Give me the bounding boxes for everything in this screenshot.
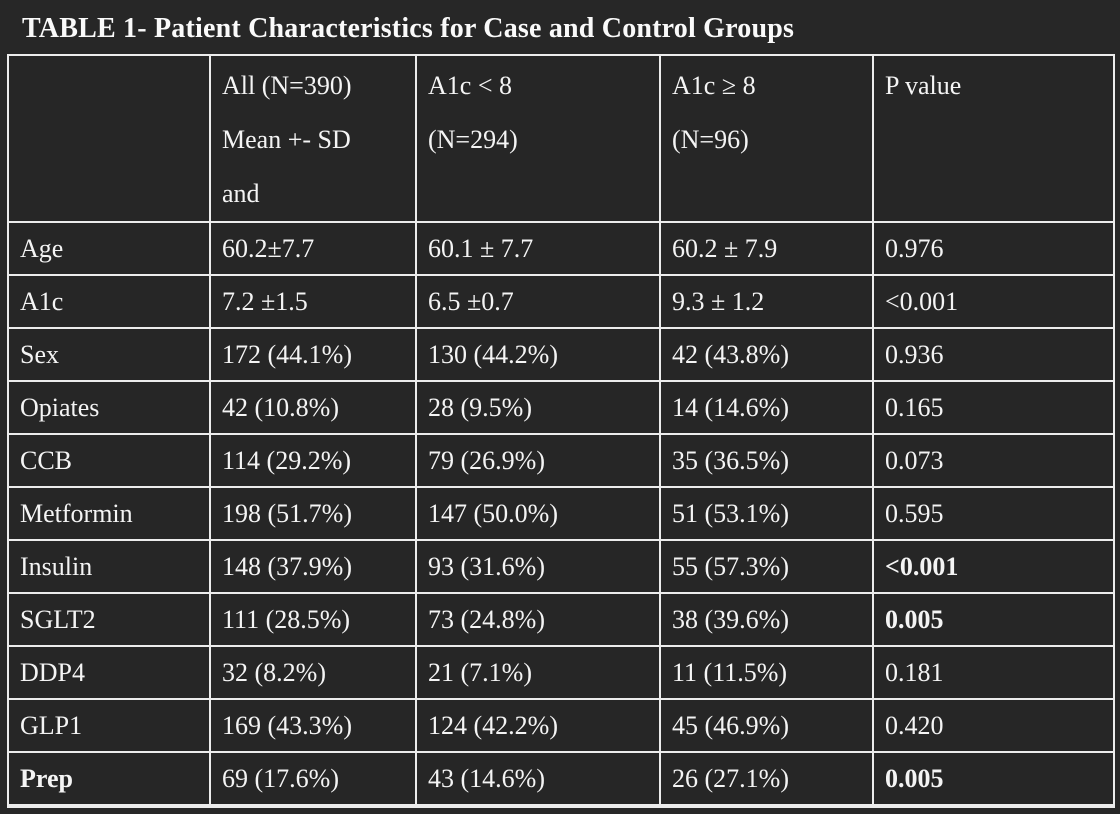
data-cell: 11 (11.5%) [659,645,874,700]
data-cell: 32 (8.2%) [209,645,417,700]
column-header-1: All (N=390) Mean +- SD and [209,54,417,223]
row-label: Insulin [7,539,211,594]
data-cell: 169 (43.3%) [209,698,417,753]
data-cell: 45 (46.9%) [659,698,874,753]
table-row: Sex 172 (44.1%) 130 (44.2%) 42 (43.8%) 0.936 [7,327,1115,382]
data-cell: 7.2 ±1.5 [209,274,417,329]
row-label: Sex [7,327,211,382]
data-cell: 0.165 [872,380,1115,435]
data-cell: 0.976 [872,221,1115,276]
column-header-4: P value [872,54,1115,223]
data-cell: 111 (28.5%) [209,592,417,647]
table-row: Prep 69 (17.6%) 43 (14.6%) 26 (27.1%) 0.005 [7,751,1115,807]
data-cell: <0.001 [872,274,1115,329]
column-header-0 [7,54,211,223]
row-label: CCB [7,433,211,488]
data-cell: 198 (51.7%) [209,486,417,541]
data-cell: 0.005 [872,751,1115,807]
header-line: Mean +- SD [222,125,351,154]
data-cell: 0.181 [872,645,1115,700]
data-cell: 51 (53.1%) [659,486,874,541]
row-label: Metformin [7,486,211,541]
data-cell: 73 (24.8%) [415,592,661,647]
row-label: A1c [7,274,211,329]
row-label: Age [7,221,211,276]
table-row: Insulin 148 (37.9%) 93 (31.6%) 55 (57.3%) <0… [7,539,1115,594]
data-cell: 43 (14.6%) [415,751,661,807]
column-header-3: A1c ≥ 8 (N=96) [659,54,874,223]
column-header-2: A1c < 8 (N=294) [415,54,661,223]
data-cell: 114 (29.2%) [209,433,417,488]
data-cell: 79 (26.9%) [415,433,661,488]
data-cell: 6.5 ±0.7 [415,274,661,329]
row-label: DDP4 [7,645,211,700]
header-line: All (N=390) [222,71,352,100]
header-line [20,59,208,113]
row-label: Prep [7,751,211,807]
table-row: Metformin 198 (51.7%) 147 (50.0%) 51 (53.1%… [7,486,1115,541]
data-cell: 60.2 ± 7.9 [659,221,874,276]
table-header: All (N=390) Mean +- SD and A1c < 8 (N=294) A1… [7,54,1115,223]
data-cell: 55 (57.3%) [659,539,874,594]
data-cell: 28 (9.5%) [415,380,661,435]
row-label: Opiates [7,380,211,435]
data-cell: 69 (17.6%) [209,751,417,807]
data-cell: 38 (39.6%) [659,592,874,647]
table-row: SGLT2 111 (28.5%) 73 (24.8%) 38 (39.6%) 0.00… [7,592,1115,647]
table-row: CCB 114 (29.2%) 79 (26.9%) 35 (36.5%) 0.073 [7,433,1115,488]
table-row: Opiates 42 (10.8%) 28 (9.5%) 14 (14.6%) 0.16… [7,380,1115,435]
header-line: (N=294) [428,125,518,154]
header-row: All (N=390) Mean +- SD and A1c < 8 (N=294) A1… [7,54,1115,223]
data-cell: 0.420 [872,698,1115,753]
data-cell: 60.1 ± 7.7 [415,221,661,276]
patient-characteristics-table: All (N=390) Mean +- SD and A1c < 8 (N=294) A1… [7,54,1115,808]
data-cell: 172 (44.1%) [209,327,417,382]
data-cell: 42 (43.8%) [659,327,874,382]
data-cell: 14 (14.6%) [659,380,874,435]
header-line: A1c < 8 [428,71,512,100]
header-line: (N=96) [672,125,749,154]
data-cell: 0.005 [872,592,1115,647]
row-label: SGLT2 [7,592,211,647]
data-cell: 130 (44.2%) [415,327,661,382]
table-body: Age 60.2±7.7 60.1 ± 7.7 60.2 ± 7.9 0.976 A1c 7… [7,221,1115,807]
data-cell: 9.3 ± 1.2 [659,274,874,329]
data-cell: 21 (7.1%) [415,645,661,700]
data-cell: 148 (37.9%) [209,539,417,594]
table-row: A1c 7.2 ±1.5 6.5 ±0.7 9.3 ± 1.2 <0.001 [7,274,1115,329]
data-cell: 60.2±7.7 [209,221,417,276]
data-cell: 0.073 [872,433,1115,488]
table-row: DDP4 32 (8.2%) 21 (7.1%) 11 (11.5%) 0.181 [7,645,1115,700]
table-row: Age 60.2±7.7 60.1 ± 7.7 60.2 ± 7.9 0.976 [7,221,1115,276]
table-title: TABLE 1- Patient Characteristics for Cas… [22,13,795,44]
data-cell: 42 (10.8%) [209,380,417,435]
data-cell: 93 (31.6%) [415,539,661,594]
row-label: GLP1 [7,698,211,753]
data-cell: 35 (36.5%) [659,433,874,488]
header-line: A1c ≥ 8 [672,71,756,100]
header-line: P value [885,71,962,100]
data-cell: 147 (50.0%) [415,486,661,541]
data-cell: 0.595 [872,486,1115,541]
table-row: GLP1 169 (43.3%) 124 (42.2%) 45 (46.9%) 0.42… [7,698,1115,753]
data-cell: 0.936 [872,327,1115,382]
header-line: and [222,179,260,208]
data-cell: 26 (27.1%) [659,751,874,807]
data-cell: 124 (42.2%) [415,698,661,753]
data-cell: <0.001 [872,539,1115,594]
